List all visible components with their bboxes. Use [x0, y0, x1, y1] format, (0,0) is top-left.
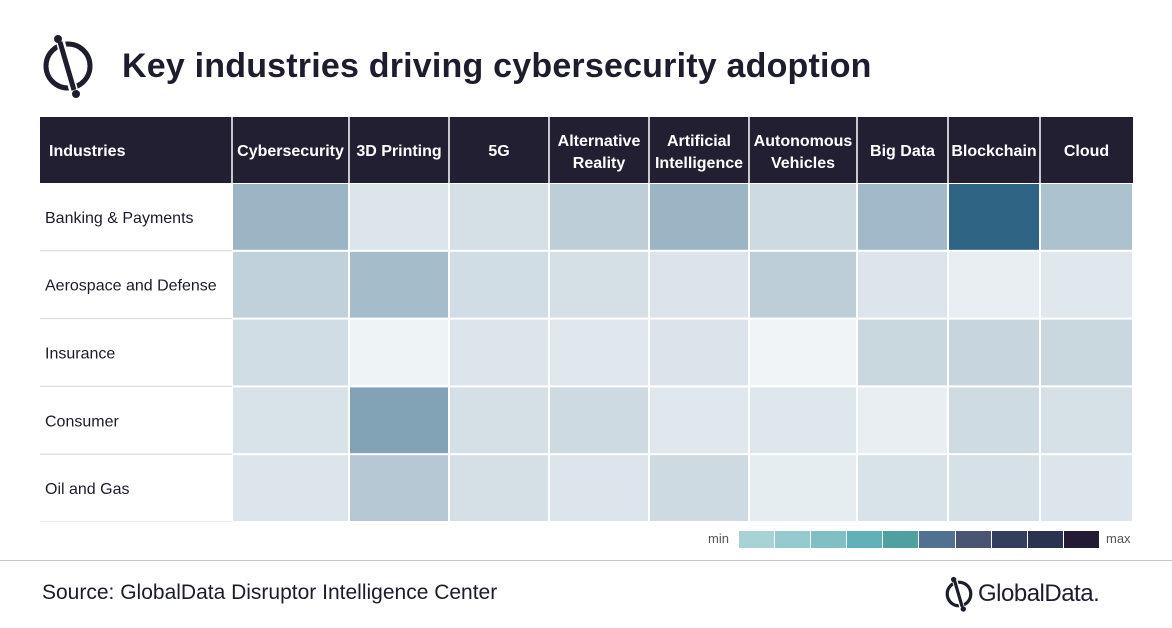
column-header-line: Vehicles [771, 155, 835, 172]
globaldata-brand-icon [945, 576, 973, 612]
heatmap-cell [1041, 319, 1132, 386]
column-header: Big Data [870, 143, 935, 160]
column-header: Autonomous Vehicles [754, 133, 853, 172]
row-label: Banking & Payments [45, 210, 194, 227]
heatmap-cell [450, 319, 548, 386]
heatmap-cell [750, 251, 856, 318]
heatmap-cell [949, 455, 1039, 521]
heatmap-cell [858, 455, 947, 521]
heatmap-cell [550, 455, 648, 521]
heatmap-cell [858, 251, 947, 318]
heatmap-cell [450, 184, 548, 250]
legend-swatch [847, 531, 883, 548]
heatmap-cell [650, 319, 748, 386]
legend-swatch [991, 531, 1027, 548]
heatmap-cell [350, 184, 448, 250]
heatmap-chart: Industries Cybersecurity 3D Printing 5G Alte… [40, 117, 1133, 522]
heatmap-cell [350, 251, 448, 318]
heatmap-cell [550, 319, 648, 386]
heatmap-cell [858, 184, 947, 250]
header: Key industries driving cybersecurity ado… [40, 34, 872, 98]
heatmap-cell [233, 387, 348, 454]
heatmap-cell [233, 319, 348, 386]
row-label: Consumer [45, 413, 119, 430]
legend-color-scale [739, 531, 1100, 548]
header-row-bg [40, 117, 1133, 183]
column-header: Blockchain [951, 143, 1036, 160]
heatmap-cell [233, 251, 348, 318]
heatmap-cell [949, 387, 1039, 454]
column-header: 3D Printing [356, 143, 441, 160]
footer-divider [0, 560, 1172, 561]
globaldata-logo-icon [43, 35, 93, 98]
heatmap-cell [949, 184, 1039, 250]
heatmap-cell [650, 184, 748, 250]
legend-swatch [955, 531, 991, 548]
heatmap-cell [949, 251, 1039, 318]
row-label: Oil and Gas [45, 481, 129, 498]
row-label: Aerospace and Defense [45, 278, 217, 295]
legend-swatch [811, 531, 847, 548]
heatmap-cell [233, 455, 348, 521]
row-label: Insurance [45, 346, 115, 363]
column-header-line: Reality [573, 155, 626, 172]
heatmap-cell [550, 251, 648, 318]
heatmap-cell [550, 184, 648, 250]
heatmap-cell [1041, 251, 1132, 318]
heatmap-cell [350, 387, 448, 454]
column-header-line: Autonomous [754, 133, 853, 150]
heatmap-cell [450, 455, 548, 521]
column-header-line: Alternative [558, 133, 641, 150]
legend-swatch [1027, 531, 1063, 548]
heatmap-cell [858, 319, 947, 386]
column-header: Artificial Intelligence [655, 133, 743, 172]
legend-swatch [739, 531, 775, 548]
heatmap-cell [233, 184, 348, 250]
legend-max-label: max [1106, 531, 1131, 546]
heatmap-cell [858, 387, 947, 454]
column-header: 5G [488, 143, 509, 160]
heatmap-cell [650, 455, 748, 521]
source-text: Source: GlobalData Disruptor Intelligenc… [42, 581, 498, 604]
heatmap-cell [949, 319, 1039, 386]
heatmap-cell [650, 387, 748, 454]
column-header: Alternative Reality [558, 133, 641, 172]
heatmap-cell [1041, 455, 1132, 521]
heatmap-cell [750, 455, 856, 521]
heatmap-cell [650, 251, 748, 318]
column-header-line: Intelligence [655, 155, 743, 172]
heatmap-cell [1041, 184, 1132, 250]
brand-logo: GlobalData. [944, 576, 1100, 612]
page-title: Key industries driving cybersecurity ado… [122, 46, 872, 85]
heatmap-cell [450, 251, 548, 318]
column-header: Cybersecurity [237, 143, 344, 160]
heatmap-cell [550, 387, 648, 454]
heatmap-cell [750, 319, 856, 386]
heatmap-cell [450, 387, 548, 454]
legend-swatch [883, 531, 919, 548]
column-header-line: Artificial [667, 133, 731, 150]
heatmap-cell [350, 455, 448, 521]
heatmap-cell [1041, 387, 1132, 454]
brand-name: GlobalData. [978, 580, 1100, 607]
legend-swatch [1063, 531, 1099, 548]
legend-min-label: min [708, 531, 729, 546]
legend-swatch [775, 531, 811, 548]
legend-swatch [919, 531, 955, 548]
heatmap-cell [350, 319, 448, 386]
column-header: Cloud [1064, 143, 1109, 160]
row-header-label: Industries [49, 143, 126, 160]
heatmap-cell [750, 387, 856, 454]
heatmap-cell [750, 184, 856, 250]
